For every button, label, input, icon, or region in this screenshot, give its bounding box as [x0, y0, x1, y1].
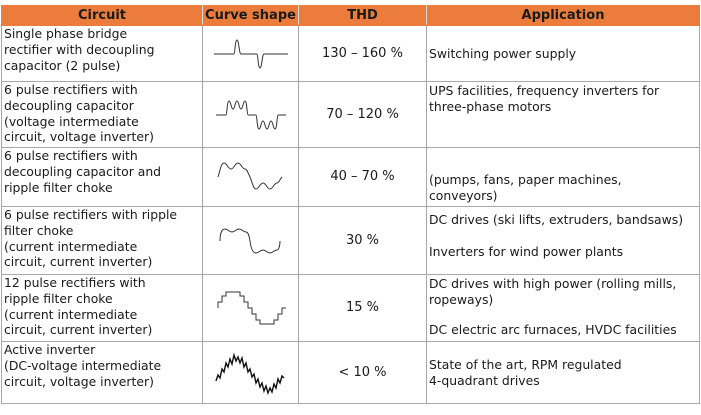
application-cell: DC drives (ski lifts, extruders, bandsaw… [426, 206, 700, 275]
application-line: DC drives (ski lifts, extruders, bandsaw… [429, 212, 684, 227]
six-pulse-current-waveform-icon [219, 227, 280, 254]
circuit-line: (current intermediate [4, 238, 138, 254]
spacer [429, 308, 697, 322]
circuit-line: circuit, current inverter) [4, 254, 153, 270]
circuit-cell: 6 pulse rectifiers with decoupling capac… [1, 81, 203, 148]
circuit-cell: 6 pulse rectifiers with decoupling capac… [1, 147, 203, 207]
curve-cell [202, 81, 299, 148]
circuit-cell: 12 pulse rectifiers with ripple filter c… [1, 274, 203, 342]
application-line: three-phase motors [429, 98, 552, 114]
circuit-line: ripple filter choke [4, 290, 113, 306]
thd-cell: < 10 % [298, 341, 427, 404]
twelve-pulse-stepped-waveform-icon [217, 291, 286, 325]
circuit-line: filter choke [4, 222, 74, 238]
thd-cell: 15 % [298, 274, 427, 342]
curve-cell [202, 25, 299, 82]
circuit-cell: Single phase bridge rectifier with decou… [1, 25, 203, 82]
active-inverter-noisy-sine-icon [214, 351, 284, 395]
header-row: Circuit Curve shape THD Application [1, 5, 700, 26]
application-line: DC electric arc furnaces, HVDC facilitie… [429, 321, 677, 337]
application-cell: State of the art, RPM regulated 4-quadra… [426, 341, 700, 404]
circuit-line: Single phase bridge [4, 26, 128, 41]
header-curve-shape: Curve shape [202, 5, 299, 26]
circuit-line: capacitor (2 pulse) [4, 57, 121, 73]
application-cell: DC drives with high power (rolling mills… [426, 274, 700, 342]
application-line: Switching power supply [429, 46, 577, 62]
six-pulse-choke-waveform-icon [217, 162, 282, 190]
circuit-line: Active inverter [4, 342, 96, 357]
application-line: ropeways) [429, 291, 494, 307]
table-row: 6 pulse rectifiers with decoupling capac… [1, 147, 700, 207]
table-row: 12 pulse rectifiers with ripple filter c… [1, 274, 700, 342]
six-pulse-capacitor-waveform-icon [215, 99, 286, 130]
curve-cell [202, 206, 299, 275]
table-row: 6 pulse rectifiers with decoupling capac… [1, 81, 700, 148]
circuit-line: decoupling capacitor [4, 97, 134, 113]
circuit-line: 6 pulse rectifiers with [4, 148, 138, 163]
header-thd: THD [298, 5, 427, 26]
application-line: (pumps, fans, paper machines, [429, 172, 622, 188]
application-cell: Switching power supply [426, 25, 700, 82]
table-row: Single phase bridge rectifier with decou… [1, 25, 700, 82]
application-line: Inverters for wind power plants [429, 243, 624, 259]
application-cell: UPS facilities, frequency inverters for … [426, 81, 700, 148]
circuit-cell: Active inverter (DC-voltage intermediate… [1, 341, 203, 404]
application-line: State of the art, RPM regulated [429, 357, 622, 373]
two-pulse-current-waveform-icon [213, 38, 288, 69]
curve-cell [202, 147, 299, 207]
application-line: UPS facilities, frequency inverters for [429, 83, 660, 98]
application-line: DC drives with high power (rolling mills… [429, 276, 677, 291]
curve-cell [202, 274, 299, 342]
spacer [429, 228, 697, 244]
circuit-line: ripple filter choke [4, 179, 113, 195]
thd-cell: 70 – 120 % [298, 81, 427, 148]
circuit-line: (voltage intermediate [4, 113, 139, 129]
application-line: 4-quadrant drives [429, 373, 540, 388]
circuit-line: circuit, voltage inverter) [4, 373, 154, 389]
thd-cell: 40 – 70 % [298, 147, 427, 207]
circuit-line: circuit, current inverter) [4, 322, 153, 338]
application-line: conveyors) [429, 188, 498, 204]
table-row: 6 pulse rectifiers with ripple filter ch… [1, 206, 700, 275]
thd-cell: 130 – 160 % [298, 25, 427, 82]
application-cell: (pumps, fans, paper machines, conveyors) [426, 147, 700, 207]
circuit-line: 12 pulse rectifiers with [4, 275, 146, 290]
circuit-line: rectifier with decoupling [4, 41, 155, 57]
circuit-line: decoupling capacitor and [4, 163, 162, 179]
thd-comparison-table: Circuit Curve shape THD Application Sing… [1, 5, 700, 404]
circuit-cell: 6 pulse rectifiers with ripple filter ch… [1, 206, 203, 275]
curve-cell [202, 341, 299, 404]
circuit-line: circuit, voltage inverter) [4, 129, 154, 145]
circuit-line: (DC-voltage intermediate [4, 357, 162, 373]
header-application: Application [426, 5, 700, 26]
table-row: Active inverter (DC-voltage intermediate… [1, 341, 700, 404]
header-circuit: Circuit [1, 5, 203, 26]
thd-cell: 30 % [298, 206, 427, 275]
circuit-line: 6 pulse rectifiers with [4, 82, 138, 97]
circuit-line: 6 pulse rectifiers with ripple [4, 207, 178, 222]
circuit-line: (current intermediate [4, 306, 138, 322]
